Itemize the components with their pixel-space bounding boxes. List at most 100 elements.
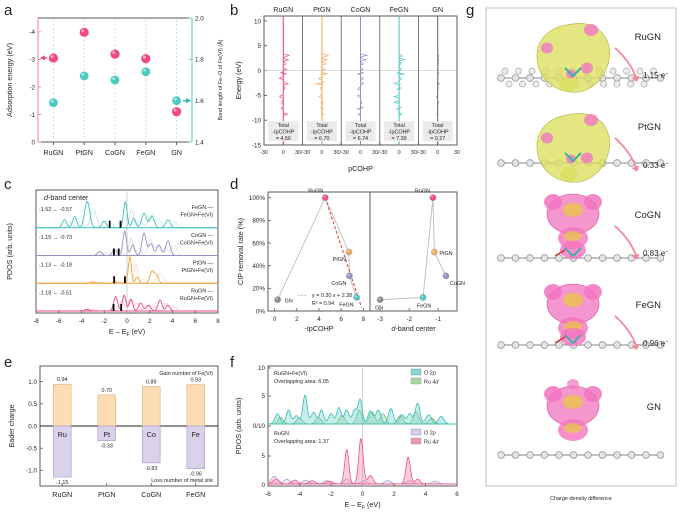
- svg-text:RuGN: RuGN: [43, 148, 63, 157]
- svg-text:-6: -6: [265, 491, 271, 498]
- svg-text:-4: -4: [79, 318, 85, 325]
- panel-g-plot: Charge-density difference RuGN 1.15 e– PtGN…: [485, 7, 677, 502]
- svg-text:CoGN —: CoGN —: [191, 233, 213, 239]
- svg-text:0: 0: [398, 150, 401, 156]
- panel-e-label: e: [4, 354, 13, 371]
- svg-text:GN: GN: [285, 299, 293, 305]
- svg-text:FeGN: FeGN: [136, 148, 155, 157]
- panel-d-plot: 0% 20% 40% 60% 80% 100% CIP removal rate (%) 0 2…: [236, 189, 465, 333]
- svg-text:0: 0: [273, 316, 277, 323]
- svg-text:PtGN: PtGN: [439, 251, 452, 257]
- svg-text:-1.15 → -0.73: -1.15 → -0.73: [39, 235, 72, 241]
- panel-a-plot: 0 -1 -2 -3 -4 1.4 1.6 1.8 2.0 Adsorption energy (…: [5, 15, 224, 157]
- svg-text:-0.33: -0.33: [101, 444, 113, 450]
- svg-text:= 6.74: = 6.74: [353, 136, 368, 142]
- svg-text:= 4.56: = 4.56: [276, 136, 291, 142]
- svg-text:RuGN: RuGN: [415, 189, 430, 195]
- svg-text:GN: GN: [432, 5, 443, 14]
- svg-text:GN: GN: [647, 402, 661, 413]
- panel-c-label: c: [4, 176, 12, 193]
- svg-text:PtGN: PtGN: [313, 5, 331, 14]
- svg-text:Total: Total: [355, 123, 366, 129]
- svg-text:-1: -1: [435, 316, 441, 323]
- svg-text:0: 0: [361, 491, 365, 498]
- svg-text:CoGN: CoGN: [105, 148, 125, 157]
- svg-text:Bader charge: Bader charge: [7, 404, 16, 447]
- svg-text:1.8: 1.8: [195, 57, 204, 64]
- svg-text:RuGN —: RuGN —: [191, 288, 213, 294]
- svg-text:4: 4: [171, 318, 175, 325]
- svg-text:O 2p: O 2p: [424, 431, 436, 437]
- svg-text:1.6: 1.6: [195, 98, 204, 105]
- svg-text:Ru 4d: Ru 4d: [424, 380, 439, 386]
- svg-text:CoGN: CoGN: [351, 5, 371, 14]
- svg-text:RuGN: RuGN: [635, 32, 662, 43]
- svg-text:y = 0.30 x + 2.38: y = 0.30 x + 2.38: [311, 293, 352, 299]
- svg-text:0.0: 0.0: [28, 423, 37, 430]
- svg-text:Fe: Fe: [192, 430, 200, 439]
- svg-text:PtGN: PtGN: [98, 490, 116, 499]
- panel-f-label: f: [230, 354, 235, 371]
- svg-text:O 2p: O 2p: [424, 371, 436, 377]
- svg-text:Ru: Ru: [58, 430, 67, 439]
- svg-text:Bond length of Fe–O of Fe(VI): Bond length of Fe–O of Fe(VI) (Å): [217, 39, 224, 120]
- svg-text:10: 10: [254, 18, 262, 25]
- panel-c: c -8 -6 -4 -2 0 2 4 6 8 PDOS (arb. units) E – EF (…: [0, 176, 228, 352]
- svg-text:d-band center: d-band center: [391, 324, 436, 333]
- svg-text:0: 0: [359, 150, 362, 156]
- svg-text:-1.0: -1.0: [26, 468, 37, 475]
- svg-text:0: 0: [31, 139, 35, 146]
- svg-text:5: 5: [261, 453, 265, 460]
- svg-text:30/-30: 30/-30: [295, 150, 310, 156]
- panel-a-label: a: [4, 2, 13, 19]
- panel-b-label: b: [230, 2, 239, 19]
- svg-text:-IpCOHP: -IpCOHP: [272, 130, 294, 136]
- svg-text:FeGN —: FeGN —: [192, 205, 214, 211]
- svg-text:Adsorption energy (eV): Adsorption energy (eV): [5, 43, 14, 117]
- svg-text:-2: -2: [406, 316, 412, 323]
- svg-text:PDOS (arb. units): PDOS (arb. units): [5, 223, 14, 280]
- svg-text:PtGN: PtGN: [333, 257, 346, 263]
- svg-text:Charge-density difference: Charge-density difference: [550, 496, 612, 502]
- svg-text:RuGN+Fe(VI): RuGN+Fe(VI): [274, 371, 307, 377]
- svg-text:Co: Co: [147, 430, 156, 439]
- svg-text:FeGN+Fe(VI): FeGN+Fe(VI): [181, 213, 214, 219]
- svg-text:-2: -2: [101, 318, 107, 325]
- svg-text:-3: -3: [377, 316, 383, 323]
- svg-text:= 0.27: = 0.27: [430, 136, 445, 142]
- svg-text:GN: GN: [171, 148, 182, 157]
- svg-text:30/-30: 30/-30: [411, 150, 426, 156]
- svg-text:1.4: 1.4: [195, 139, 204, 146]
- svg-text:Pt: Pt: [103, 430, 110, 439]
- svg-text:RuGN: RuGN: [308, 189, 323, 195]
- svg-text:PtGN: PtGN: [638, 122, 661, 133]
- svg-text:FeGN: FeGN: [390, 5, 409, 14]
- panel-g-label: g: [466, 2, 475, 19]
- svg-text:CoGN: CoGN: [450, 281, 465, 287]
- svg-text:2: 2: [392, 491, 396, 498]
- svg-text:0.33 e–: 0.33 e–: [643, 161, 669, 170]
- svg-text:-0.96: -0.96: [190, 472, 202, 478]
- svg-text:0.70: 0.70: [102, 388, 113, 394]
- svg-text:8: 8: [362, 316, 366, 323]
- svg-text:Energy (eV): Energy (eV): [234, 61, 243, 99]
- svg-text:-IpCOHP: -IpCOHP: [427, 130, 449, 136]
- svg-text:Total: Total: [278, 123, 289, 129]
- svg-text:6: 6: [455, 491, 459, 498]
- svg-text:-0.5: -0.5: [26, 446, 37, 453]
- svg-text:-4: -4: [297, 491, 303, 498]
- svg-text:Loss number of metal site: Loss number of metal site: [151, 478, 213, 484]
- svg-text:-0.83: -0.83: [145, 466, 157, 472]
- svg-text:Ru 4d: Ru 4d: [424, 440, 439, 446]
- svg-text:-6: -6: [56, 318, 62, 325]
- svg-text:PtGN: PtGN: [75, 148, 93, 157]
- svg-text:R² = 0.94: R² = 0.94: [312, 301, 334, 307]
- svg-text:80%: 80%: [252, 218, 265, 225]
- svg-text:-1: -1: [29, 112, 35, 119]
- panel-a: a 0 -1 -2 -3 -4 1.4 1.6 1.8 2.0 Adsorption energy…: [0, 0, 228, 176]
- svg-text:E – EF (eV): E – EF (eV): [344, 500, 380, 511]
- svg-text:-2: -2: [29, 84, 35, 91]
- svg-text:0/10: 0/10: [253, 423, 266, 430]
- svg-text:0: 0: [261, 482, 265, 489]
- svg-text:-3: -3: [29, 57, 35, 64]
